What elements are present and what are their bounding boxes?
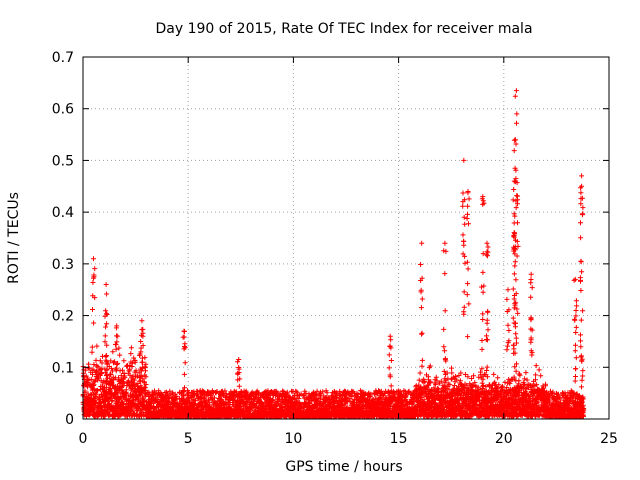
- data-point: [104, 384, 110, 390]
- data-point: [143, 361, 149, 367]
- data-point: [114, 362, 120, 367]
- data-point: [143, 374, 149, 380]
- data-point: [106, 375, 112, 381]
- data-point: [223, 391, 229, 397]
- data-point: [102, 413, 108, 419]
- data-point: [116, 345, 122, 351]
- data-point: [108, 358, 114, 364]
- data-point: [85, 378, 91, 384]
- data-points: [80, 88, 587, 419]
- data-point: [120, 399, 126, 405]
- data-point: [91, 362, 97, 367]
- data-point: [349, 393, 355, 399]
- data-point: [123, 387, 129, 393]
- data-point: [127, 372, 133, 378]
- data-point: [133, 368, 139, 374]
- data-point: [449, 365, 454, 371]
- data-point: [94, 343, 100, 349]
- data-point: [146, 394, 152, 399]
- data-point: [95, 364, 101, 370]
- data-point: [117, 396, 123, 402]
- data-point: [115, 360, 121, 366]
- data-point: [106, 411, 112, 417]
- data-point: [110, 349, 116, 355]
- data-point: [204, 401, 210, 407]
- data-point: [97, 394, 103, 400]
- data-point: [120, 367, 125, 373]
- data-point: [491, 371, 497, 377]
- data-point: [143, 382, 149, 387]
- data-point: [108, 372, 114, 377]
- data-point: [231, 388, 237, 394]
- data-point: [96, 375, 102, 381]
- data-point: [141, 398, 147, 404]
- data-point: [131, 377, 137, 383]
- data-point: [137, 378, 143, 384]
- data-point: [127, 363, 133, 368]
- data-point: [122, 375, 128, 381]
- data-point: [417, 370, 423, 376]
- data-point: [222, 388, 228, 394]
- data-point: [111, 360, 116, 366]
- grid-lines: [83, 57, 609, 419]
- data-point: [109, 398, 115, 403]
- data-point: [143, 368, 148, 374]
- data-point: [128, 345, 134, 351]
- data-point: [93, 357, 99, 363]
- data-point: [212, 395, 217, 401]
- data-point: [123, 392, 129, 398]
- data-point: [479, 380, 485, 386]
- data-point: [99, 360, 105, 366]
- chart-title: Day 190 of 2015, Rate Of TEC Index for r…: [155, 21, 532, 37]
- data-point: [167, 388, 173, 394]
- data-point: [95, 388, 101, 394]
- data-point: [121, 401, 127, 407]
- data-point: [86, 361, 92, 367]
- data-point: [108, 365, 114, 371]
- data-point: [128, 407, 134, 413]
- data-point: [83, 367, 89, 373]
- data-point: [132, 359, 138, 365]
- data-point: [121, 358, 127, 364]
- data-point: [433, 374, 439, 380]
- data-point: [88, 376, 94, 382]
- data-point: [128, 351, 134, 357]
- data-point: [192, 398, 198, 404]
- data-point: [416, 377, 422, 383]
- data-point: [140, 376, 146, 382]
- data-point: [210, 389, 215, 395]
- data-point: [173, 394, 179, 400]
- data-point: [86, 365, 92, 371]
- data-point: [104, 366, 110, 372]
- data-point: [129, 360, 135, 366]
- data-point: [94, 368, 99, 374]
- data-point: [156, 388, 162, 394]
- data-point: [89, 349, 95, 355]
- data-point: [449, 370, 455, 376]
- data-point: [495, 375, 501, 381]
- data-point: [108, 386, 114, 391]
- data-point: [142, 355, 148, 361]
- data-point: [90, 366, 96, 372]
- data-point: [112, 359, 118, 365]
- data-point: [117, 352, 123, 358]
